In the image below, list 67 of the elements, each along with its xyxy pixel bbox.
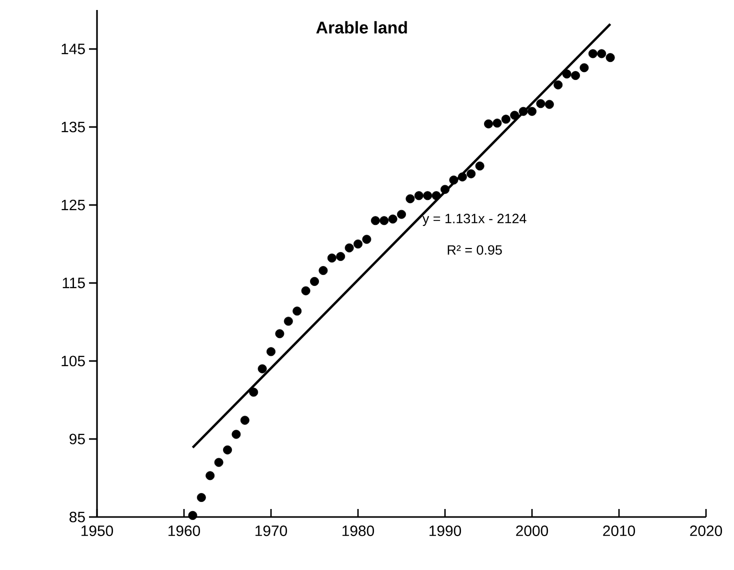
point [414, 191, 424, 200]
point [571, 71, 580, 80]
y-tick-label: 105 [62, 356, 85, 366]
point [580, 63, 589, 72]
point [597, 49, 606, 58]
point [528, 106, 536, 116]
point [336, 252, 346, 261]
point [554, 80, 563, 90]
x-tick-label: 1950 [82, 526, 114, 536]
point [292, 306, 302, 316]
x-tick-label: 2000 [516, 526, 548, 536]
y-tick-label: 135 [62, 122, 85, 132]
point [518, 106, 528, 116]
point [588, 49, 598, 58]
point [544, 100, 554, 109]
point [318, 266, 328, 276]
point [196, 493, 206, 502]
point [362, 234, 372, 244]
point [432, 191, 441, 200]
point [249, 388, 258, 397]
y-tick-label: 145 [62, 44, 85, 54]
point [458, 172, 467, 182]
point [223, 445, 232, 454]
y-tick-label: 95 [70, 434, 85, 444]
x-tick-label: 2020 [690, 526, 722, 536]
annotation: R² = 0.95 [448, 245, 502, 255]
point [354, 240, 362, 248]
point [449, 176, 458, 185]
y-tick-label: 125 [62, 200, 85, 210]
annotation: y = 1.131x - 2124 [422, 214, 526, 226]
point [188, 510, 198, 520]
point [258, 364, 267, 374]
point [266, 347, 276, 356]
point [327, 254, 336, 263]
x-tick-label: 1990 [430, 526, 462, 536]
y-tick-label: 85 [70, 512, 85, 522]
y-tick-label: 115 [62, 278, 85, 288]
point [284, 316, 293, 326]
point [380, 216, 389, 226]
point [501, 114, 510, 124]
point [388, 214, 398, 224]
x-tick-label: 1960 [168, 526, 200, 536]
point [344, 243, 354, 252]
point [606, 53, 615, 62]
point [536, 99, 546, 108]
point [510, 110, 520, 120]
point [484, 119, 493, 128]
point [206, 471, 215, 480]
point [562, 69, 572, 78]
point [492, 118, 502, 128]
point [310, 276, 319, 286]
point [406, 194, 415, 204]
point [440, 184, 450, 194]
point [466, 169, 476, 178]
point [370, 216, 380, 226]
x-tick-label: 2010 [603, 526, 636, 536]
text: Arable land [316, 21, 407, 34]
point [475, 162, 484, 170]
point [214, 458, 224, 467]
x-tick-label: 1980 [342, 526, 374, 536]
x-tick-label: 1970 [256, 526, 288, 536]
point [275, 329, 284, 338]
point [423, 191, 432, 200]
point [301, 286, 310, 296]
point [397, 210, 406, 219]
point [240, 416, 250, 425]
point [232, 430, 241, 439]
